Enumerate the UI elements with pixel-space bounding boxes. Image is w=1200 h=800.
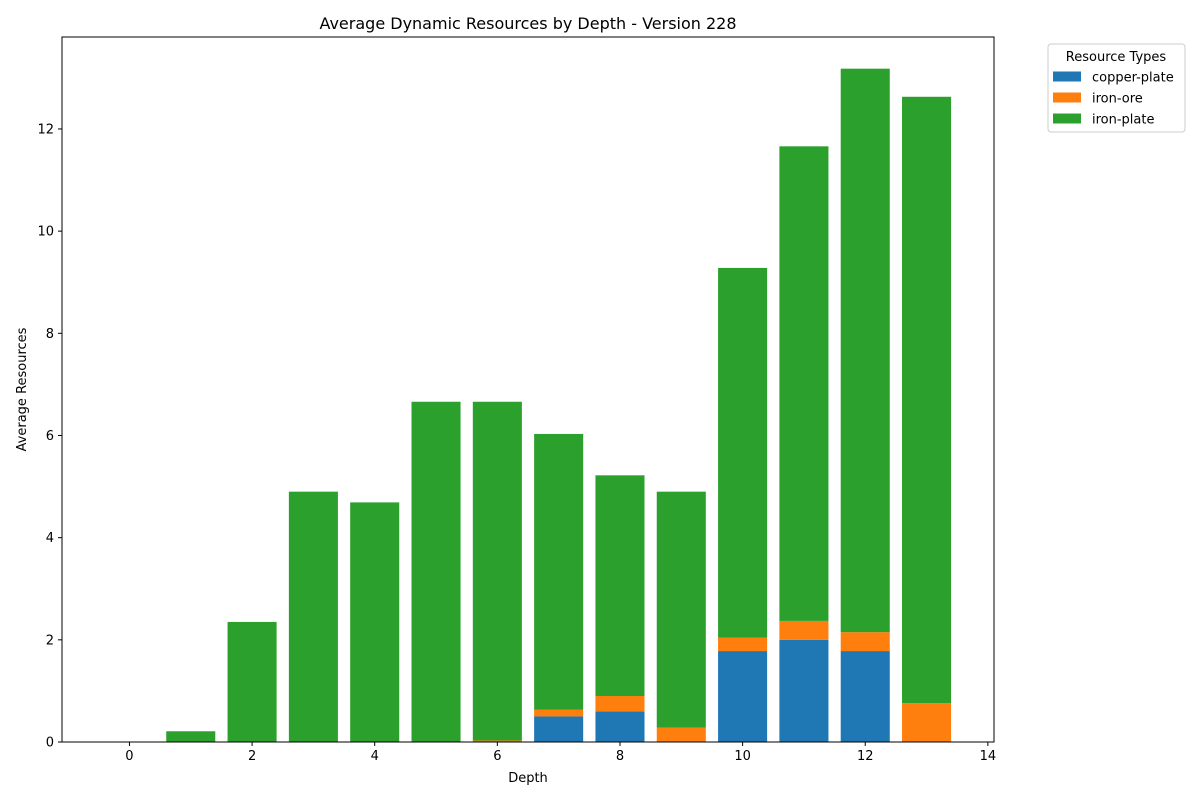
legend-label-iron-ore: iron-ore <box>1092 92 1143 107</box>
bar-iron-ore-depth-7 <box>534 709 584 717</box>
bar-copper-plate-depth-10 <box>718 651 768 742</box>
chart-title: Average Dynamic Resources by Depth - Ver… <box>319 14 736 33</box>
bar-iron-ore-depth-6 <box>472 740 522 742</box>
y-tick-label: 2 <box>46 633 54 648</box>
bar-iron-ore-depth-12 <box>840 632 890 652</box>
y-tick-label: 4 <box>46 531 54 546</box>
bar-iron-plate-depth-12 <box>840 68 890 633</box>
legend-title: Resource Types <box>1066 50 1167 65</box>
bar-copper-plate-depth-11 <box>779 639 829 742</box>
y-tick-label: 10 <box>37 225 54 240</box>
bar-iron-plate-depth-11 <box>779 146 829 621</box>
bar-iron-ore-depth-11 <box>779 620 829 640</box>
bar-iron-plate-depth-4 <box>350 502 400 742</box>
x-tick-label: 2 <box>248 749 256 764</box>
bars-layer <box>166 68 952 742</box>
y-tick-label: 12 <box>37 122 54 137</box>
x-tick-label: 4 <box>371 749 379 764</box>
bar-iron-plate-depth-3 <box>288 491 338 742</box>
bar-iron-plate-depth-2 <box>227 621 277 742</box>
bar-iron-ore-depth-13 <box>902 703 952 742</box>
bar-iron-ore-depth-9 <box>656 727 706 742</box>
bar-copper-plate-depth-8 <box>595 711 645 742</box>
x-tick-label: 14 <box>980 749 997 764</box>
x-tick-label: 6 <box>493 749 501 764</box>
bar-copper-plate-depth-7 <box>534 716 584 742</box>
y-axis-label: Average Resources <box>15 327 30 451</box>
bar-iron-ore-depth-8 <box>595 696 645 712</box>
x-tick-label: 8 <box>616 749 624 764</box>
legend-swatch-iron-plate <box>1053 113 1081 124</box>
bar-iron-plate-depth-7 <box>534 433 584 710</box>
x-axis-label: Depth <box>508 771 548 786</box>
bar-iron-plate-depth-6 <box>472 401 522 741</box>
legend-label-iron-plate: iron-plate <box>1092 113 1154 128</box>
bar-copper-plate-depth-12 <box>840 651 890 742</box>
bar-iron-plate-depth-5 <box>411 401 461 742</box>
x-tick-label: 10 <box>734 749 751 764</box>
legend-swatch-copper-plate <box>1053 71 1081 82</box>
bar-iron-plate-depth-10 <box>718 267 768 638</box>
x-tick-label: 0 <box>125 749 133 764</box>
legend-items: copper-plate iron-ore iron-plate <box>1053 71 1174 128</box>
y-tick-label: 8 <box>46 327 54 342</box>
y-tick-label: 6 <box>46 429 54 444</box>
x-tick-label: 12 <box>857 749 874 764</box>
bar-iron-plate-depth-1 <box>166 731 216 742</box>
bar-iron-plate-depth-9 <box>656 491 706 728</box>
bar-iron-plate-depth-13 <box>902 96 952 704</box>
plot-frame <box>61 36 995 743</box>
legend-swatch-iron-ore <box>1053 92 1081 103</box>
bar-iron-ore-depth-10 <box>718 637 768 652</box>
legend-frame <box>1047 43 1186 133</box>
legend-label-copper-plate: copper-plate <box>1092 71 1174 86</box>
legend: Resource Types copper-plate iron-ore iron-… <box>1047 43 1186 133</box>
x-axis: 0 2 4 6 8 10 12 14 <box>125 742 996 764</box>
bar-iron-plate-depth-8 <box>595 475 645 697</box>
y-axis: 0 2 4 6 8 10 12 <box>37 122 62 751</box>
y-tick-label: 0 <box>46 736 54 751</box>
